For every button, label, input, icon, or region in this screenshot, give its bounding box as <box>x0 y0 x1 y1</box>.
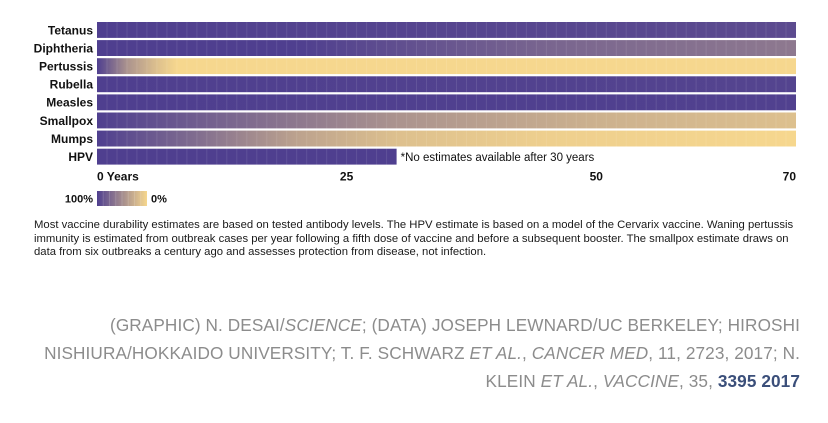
row-label: Rubella <box>50 78 94 92</box>
cell-grid-tetanus <box>106 22 787 38</box>
row-labels: Tetanus Diphtheria Pertussis Rubella Measles… <box>34 23 94 164</box>
heatmap-row-smallpox <box>97 112 796 129</box>
row-label: Mumps <box>51 132 93 146</box>
row-label: Tetanus <box>48 23 93 37</box>
x-axis: 0 Years 25 50 70 <box>97 170 796 184</box>
x-tick-label: 70 <box>783 170 797 184</box>
credit-text: , <box>593 371 603 391</box>
legend-gradient-bar <box>97 191 147 206</box>
chart-footnote: Most vaccine durability estimates are ba… <box>34 219 794 259</box>
row-label: Pertussis <box>39 60 93 74</box>
credit-italic: ET AL. <box>469 343 522 363</box>
doi-link[interactable]: 3395 2017 <box>717 371 800 391</box>
annotations: *No estimates available after 30 years <box>401 152 595 164</box>
credit-text: (GRAPHIC) N. DESAI/ <box>110 315 285 335</box>
legend-low-label: 0% <box>151 194 167 206</box>
heatmap-chart: Tetanus Diphtheria Pertussis Rubella Measles… <box>34 22 796 206</box>
credit-text: , 11, 2723, 2017; N. KLEIN <box>485 343 800 391</box>
cell-grid-mumps <box>106 130 787 147</box>
heatmap-row-rubella <box>97 76 796 93</box>
cell-grid-measles <box>106 94 787 111</box>
x-tick-label: 50 <box>590 170 604 184</box>
credit-italic: SCIENCE <box>284 315 362 335</box>
heatmap-row-measles <box>97 94 796 111</box>
cell-grid-pertussis <box>106 58 787 75</box>
heatmap-row-diphtheria <box>97 40 796 56</box>
credit-text: , 35, <box>679 371 718 391</box>
row-label: Diphtheria <box>34 41 94 55</box>
legend-high-label: 100% <box>65 194 93 206</box>
x-tick-label: 25 <box>340 170 354 184</box>
cell-grid-smallpox <box>106 112 787 129</box>
heatmap-row-pertussis <box>97 58 796 75</box>
row-label: Smallpox <box>40 114 94 128</box>
row-label: HPV <box>68 150 93 164</box>
credit-italic: VACCINE <box>602 371 680 391</box>
cell-grid-diphtheria <box>106 40 787 56</box>
heatmap-row-mumps <box>97 130 796 147</box>
row-label: Measles <box>46 96 93 110</box>
image-credits: (GRAPHIC) N. DESAI/SCIENCE; (DATA) JOSEP… <box>20 311 800 395</box>
hpv-annotation: *No estimates available after 30 years <box>401 152 595 164</box>
credit-text: , <box>521 343 532 363</box>
credit-italic: CANCER MED <box>531 343 649 363</box>
x-tick-label: 0 Years <box>97 170 139 184</box>
heatmap-row-tetanus <box>97 22 796 38</box>
heatmap-row-hpv <box>97 148 397 165</box>
color-legend: 100% 0% <box>65 191 167 206</box>
credit-text: ; (DATA) JOSEPH LEWNARD/UC BERKELEY; HIR… <box>44 315 800 363</box>
credit-italic: ET AL. <box>540 371 594 391</box>
cell-grid-hpv <box>106 148 388 165</box>
cell-grid-rubella <box>106 76 787 93</box>
heatmap-rows <box>97 22 796 165</box>
